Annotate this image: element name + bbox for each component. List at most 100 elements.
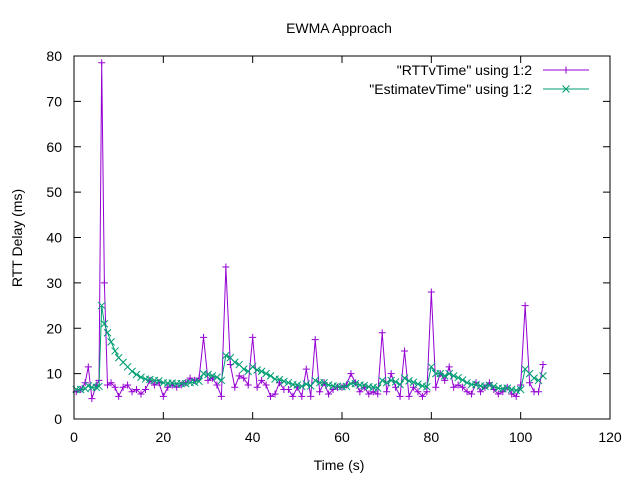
data-point-plus-marker xyxy=(244,381,252,389)
data-point-plus-marker xyxy=(508,390,516,398)
data-point-plus-marker xyxy=(562,66,570,74)
data-point-cross-marker xyxy=(418,382,427,390)
data-point-plus-marker xyxy=(494,390,502,398)
data-point-plus-marker xyxy=(141,386,149,394)
data-point-cross-marker xyxy=(95,382,103,391)
data-point-plus-marker xyxy=(307,392,315,400)
data-point-cross-marker xyxy=(324,381,333,389)
data-point-cross-marker xyxy=(213,373,221,382)
data-point-plus-marker xyxy=(409,383,417,391)
data-point-plus-marker xyxy=(374,390,382,398)
data-point-cross-marker xyxy=(481,382,489,391)
data-point-cross-marker xyxy=(463,378,471,387)
data-point-plus-marker xyxy=(526,379,534,387)
data-point-plus-marker xyxy=(298,392,306,400)
series-line xyxy=(76,62,544,399)
plot-frame xyxy=(73,55,611,420)
data-point-plus-marker xyxy=(454,381,462,389)
data-point-cross-marker xyxy=(342,382,351,391)
data-point-cross-marker xyxy=(208,372,217,380)
data-point-cross-marker xyxy=(378,376,387,385)
data-point-cross-marker xyxy=(253,366,261,374)
x-tick-label: 100 xyxy=(509,429,533,445)
data-point-cross-marker xyxy=(485,381,494,390)
data-point-cross-marker xyxy=(449,372,458,380)
data-point-plus-marker xyxy=(262,381,270,389)
x-tick-label: 40 xyxy=(245,429,261,445)
data-point-cross-marker xyxy=(293,381,302,389)
data-point-plus-marker xyxy=(445,363,453,371)
data-point-plus-marker xyxy=(396,392,404,400)
data-point-plus-marker xyxy=(100,279,108,287)
data-point-cross-marker xyxy=(199,369,208,378)
data-point-plus-marker xyxy=(150,381,158,389)
data-point-cross-marker xyxy=(373,384,382,392)
data-point-plus-marker xyxy=(235,372,243,380)
y-tick-label: 80 xyxy=(46,48,62,64)
x-tick-label: 120 xyxy=(598,429,622,445)
legend: "RTTvTime" using 1:2 "EstimatevTime" usin… xyxy=(369,62,589,97)
data-point-plus-marker xyxy=(347,370,355,378)
data-point-cross-marker xyxy=(423,382,431,391)
data-point-cross-marker xyxy=(306,382,315,390)
y-axis-label: RTT Delay (ms) xyxy=(9,189,25,287)
data-point-plus-marker xyxy=(459,383,467,391)
data-point-plus-marker xyxy=(356,388,364,396)
data-point-plus-marker xyxy=(414,388,422,396)
data-point-cross-marker xyxy=(297,382,306,391)
data-point-plus-marker xyxy=(84,363,92,371)
data-point-cross-marker xyxy=(266,372,275,380)
data-point-plus-marker xyxy=(521,302,529,310)
data-point-cross-marker xyxy=(396,380,404,389)
data-point-plus-marker xyxy=(405,392,413,400)
data-point-plus-marker xyxy=(222,263,230,271)
y-tick-label: 20 xyxy=(46,320,62,336)
data-point-plus-marker xyxy=(441,376,449,384)
data-point-plus-marker xyxy=(387,370,395,378)
data-point-plus-marker xyxy=(213,381,221,389)
data-point-plus-marker xyxy=(490,386,498,394)
data-point-plus-marker xyxy=(539,361,547,369)
data-point-plus-marker xyxy=(499,388,507,396)
data-point-cross-marker xyxy=(512,386,521,395)
data-point-plus-marker xyxy=(512,392,520,400)
data-point-cross-marker xyxy=(181,379,190,388)
data-point-plus-marker xyxy=(289,392,297,400)
data-point-plus-marker xyxy=(240,374,248,382)
legend-label: "RTTvTime" using 1:2 xyxy=(397,62,532,78)
data-point-plus-marker xyxy=(535,388,543,396)
x-tick-label: 20 xyxy=(156,429,172,445)
data-point-cross-marker xyxy=(239,365,248,373)
data-point-plus-marker xyxy=(204,376,212,384)
data-point-cross-marker xyxy=(503,384,512,392)
data-point-plus-marker xyxy=(468,390,476,398)
data-point-plus-marker xyxy=(271,390,279,398)
data-point-plus-marker xyxy=(111,383,119,391)
data-point-plus-marker xyxy=(217,392,225,400)
data-point-cross-marker xyxy=(280,377,288,386)
data-point-cross-marker xyxy=(311,376,320,385)
data-point-cross-marker xyxy=(262,369,270,378)
data-point-plus-marker xyxy=(133,386,141,394)
data-point-cross-marker xyxy=(320,378,328,387)
y-tick-label: 10 xyxy=(46,366,62,382)
data-point-plus-marker xyxy=(463,388,471,396)
data-point-plus-marker xyxy=(115,392,123,400)
data-point-plus-marker xyxy=(302,365,310,373)
y-tick-label: 40 xyxy=(46,230,62,246)
data-point-cross-marker xyxy=(391,377,400,386)
data-point-plus-marker xyxy=(378,329,386,337)
data-point-plus-marker xyxy=(200,333,208,341)
data-point-cross-marker xyxy=(369,383,378,392)
data-point-plus-marker xyxy=(164,383,172,391)
data-point-cross-marker xyxy=(132,370,141,379)
x-axis-label: Time (s) xyxy=(314,457,365,473)
data-point-plus-marker xyxy=(329,386,337,394)
data-point-cross-marker xyxy=(204,370,212,379)
data-point-cross-marker xyxy=(507,385,516,394)
data-point-cross-marker xyxy=(562,85,570,93)
data-point-cross-marker xyxy=(436,369,445,378)
data-point-plus-marker xyxy=(401,347,409,355)
data-point-plus-marker xyxy=(432,383,440,391)
